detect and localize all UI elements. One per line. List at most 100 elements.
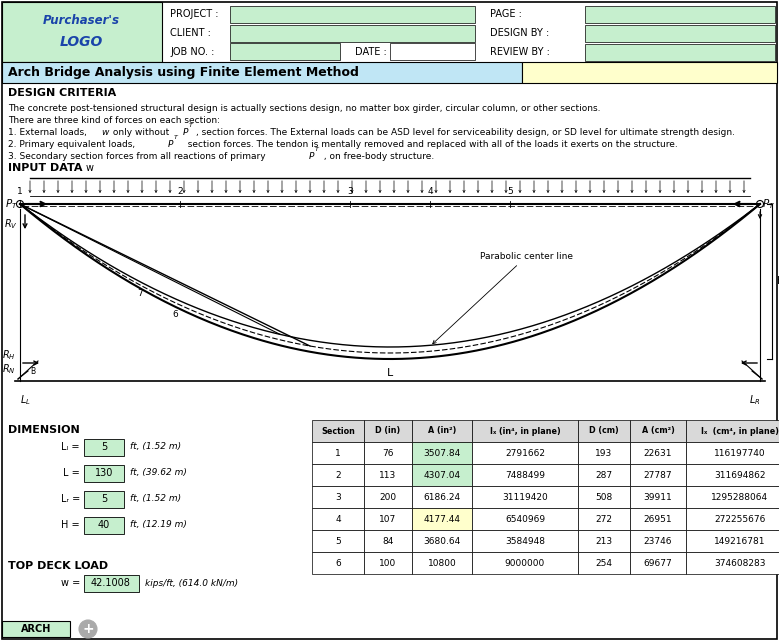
Text: 107: 107 [379, 515, 397, 524]
Text: , on free-body structure.: , on free-body structure. [321, 152, 434, 161]
Text: 374608283: 374608283 [714, 558, 766, 567]
Text: T: T [174, 135, 178, 140]
Text: Iₓ  (cm⁴, in plane): Iₓ (cm⁴, in plane) [701, 426, 779, 435]
Text: DIMENSION: DIMENSION [8, 425, 79, 435]
Text: 69677: 69677 [643, 558, 672, 567]
Text: A (in²): A (in²) [428, 426, 456, 435]
Text: 1: 1 [17, 187, 23, 196]
Text: ft, (1.52 m): ft, (1.52 m) [130, 442, 182, 451]
Bar [630, 442, 686, 464]
Bar [472, 420, 578, 442]
Text: 2: 2 [177, 187, 183, 196]
Text: 9000000: 9000000 [505, 558, 545, 567]
Text: 6540969: 6540969 [505, 515, 545, 524]
Text: 1: 1 [335, 449, 341, 458]
Bar [312, 486, 364, 508]
Text: JOB NO. :: JOB NO. : [170, 47, 214, 57]
Text: section forces. The tendon is mentally removed and replaced with all of the load: section forces. The tendon is mentally r… [182, 140, 678, 149]
Bar [686, 552, 779, 574]
Bar [312, 420, 364, 442]
Bar [84, 439, 124, 456]
Text: 76: 76 [382, 449, 393, 458]
Text: T: T [189, 123, 193, 128]
Text: Arch Bridge Analysis using Finite Element Method: Arch Bridge Analysis using Finite Elemen… [8, 66, 359, 79]
Text: w: w [86, 163, 94, 173]
Bar [412, 530, 472, 552]
Text: 7488499: 7488499 [505, 470, 545, 479]
Bar [472, 442, 578, 464]
Text: $R_H$: $R_H$ [2, 348, 16, 362]
Text: 311694862: 311694862 [714, 470, 766, 479]
Text: 42.1008: 42.1008 [91, 578, 131, 588]
Text: PAGE :: PAGE : [490, 9, 522, 19]
Text: 508: 508 [595, 492, 612, 501]
Bar [630, 508, 686, 530]
Bar [312, 508, 364, 530]
Bar [230, 43, 340, 60]
Text: 3: 3 [347, 187, 353, 196]
Bar [364, 486, 412, 508]
Text: 26951: 26951 [643, 515, 672, 524]
Bar [412, 420, 472, 442]
Text: 4307.04: 4307.04 [424, 470, 460, 479]
Text: 10800: 10800 [428, 558, 456, 567]
Text: DATE :: DATE : [355, 47, 386, 57]
Text: Iₓ (in⁴, in plane): Iₓ (in⁴, in plane) [490, 426, 560, 435]
Text: P: P [168, 140, 174, 149]
Text: 5: 5 [335, 537, 341, 545]
Text: Parabolic center line: Parabolic center line [432, 252, 573, 344]
Bar [686, 530, 779, 552]
Text: LOGO: LOGO [59, 35, 103, 49]
Text: 4177.44: 4177.44 [424, 515, 460, 524]
Text: $L_L$: $L_L$ [19, 393, 30, 407]
Bar [84, 491, 124, 508]
Bar [390, 43, 475, 60]
Text: Lᵣ =: Lᵣ = [61, 494, 80, 504]
Text: 2. Primary equivalent loads,: 2. Primary equivalent loads, [8, 140, 138, 149]
Text: 272255676: 272255676 [714, 515, 766, 524]
Text: DESIGN BY :: DESIGN BY : [490, 28, 549, 38]
Text: 6: 6 [335, 558, 341, 567]
Bar [312, 464, 364, 486]
Text: D (in): D (in) [375, 426, 400, 435]
Bar [472, 464, 578, 486]
Bar [686, 486, 779, 508]
Bar [2, 621, 70, 637]
Bar [472, 508, 578, 530]
Text: L: L [387, 368, 393, 378]
Text: 2: 2 [335, 470, 340, 479]
Text: 6186.24: 6186.24 [424, 492, 460, 501]
Text: 116197740: 116197740 [714, 449, 766, 458]
Text: 3584948: 3584948 [505, 537, 545, 545]
Bar [686, 508, 779, 530]
Text: , section forces. The External loads can be ASD level for serviceability design,: , section forces. The External loads can… [196, 128, 735, 137]
Bar [472, 552, 578, 574]
Bar [686, 420, 779, 442]
Bar [412, 442, 472, 464]
Bar [578, 420, 630, 442]
Text: $R_N$: $R_N$ [2, 362, 16, 376]
Text: 3680.64: 3680.64 [423, 537, 460, 545]
Text: 39911: 39911 [643, 492, 672, 501]
Text: The concrete post-tensioned structural design is actually sections design, no ma: The concrete post-tensioned structural d… [8, 104, 601, 113]
Text: only without: only without [110, 128, 172, 137]
Text: 5: 5 [507, 187, 513, 196]
Bar [585, 25, 775, 42]
Text: 4: 4 [427, 187, 433, 196]
Text: ft, (1.52 m): ft, (1.52 m) [130, 494, 182, 503]
Text: ft, (39.62 m): ft, (39.62 m) [130, 469, 187, 478]
Text: ARCH: ARCH [21, 624, 51, 634]
Text: 100: 100 [379, 558, 397, 567]
Bar [686, 464, 779, 486]
Text: 23746: 23746 [643, 537, 672, 545]
Text: $P_T$: $P_T$ [762, 197, 775, 211]
Text: 22631: 22631 [643, 449, 672, 458]
Text: CLIENT :: CLIENT : [170, 28, 211, 38]
Text: 3: 3 [335, 492, 341, 501]
Text: T: T [315, 147, 319, 152]
Text: 213: 213 [595, 537, 612, 545]
Bar [412, 464, 472, 486]
Bar [578, 508, 630, 530]
Bar [412, 486, 472, 508]
Bar [472, 486, 578, 508]
